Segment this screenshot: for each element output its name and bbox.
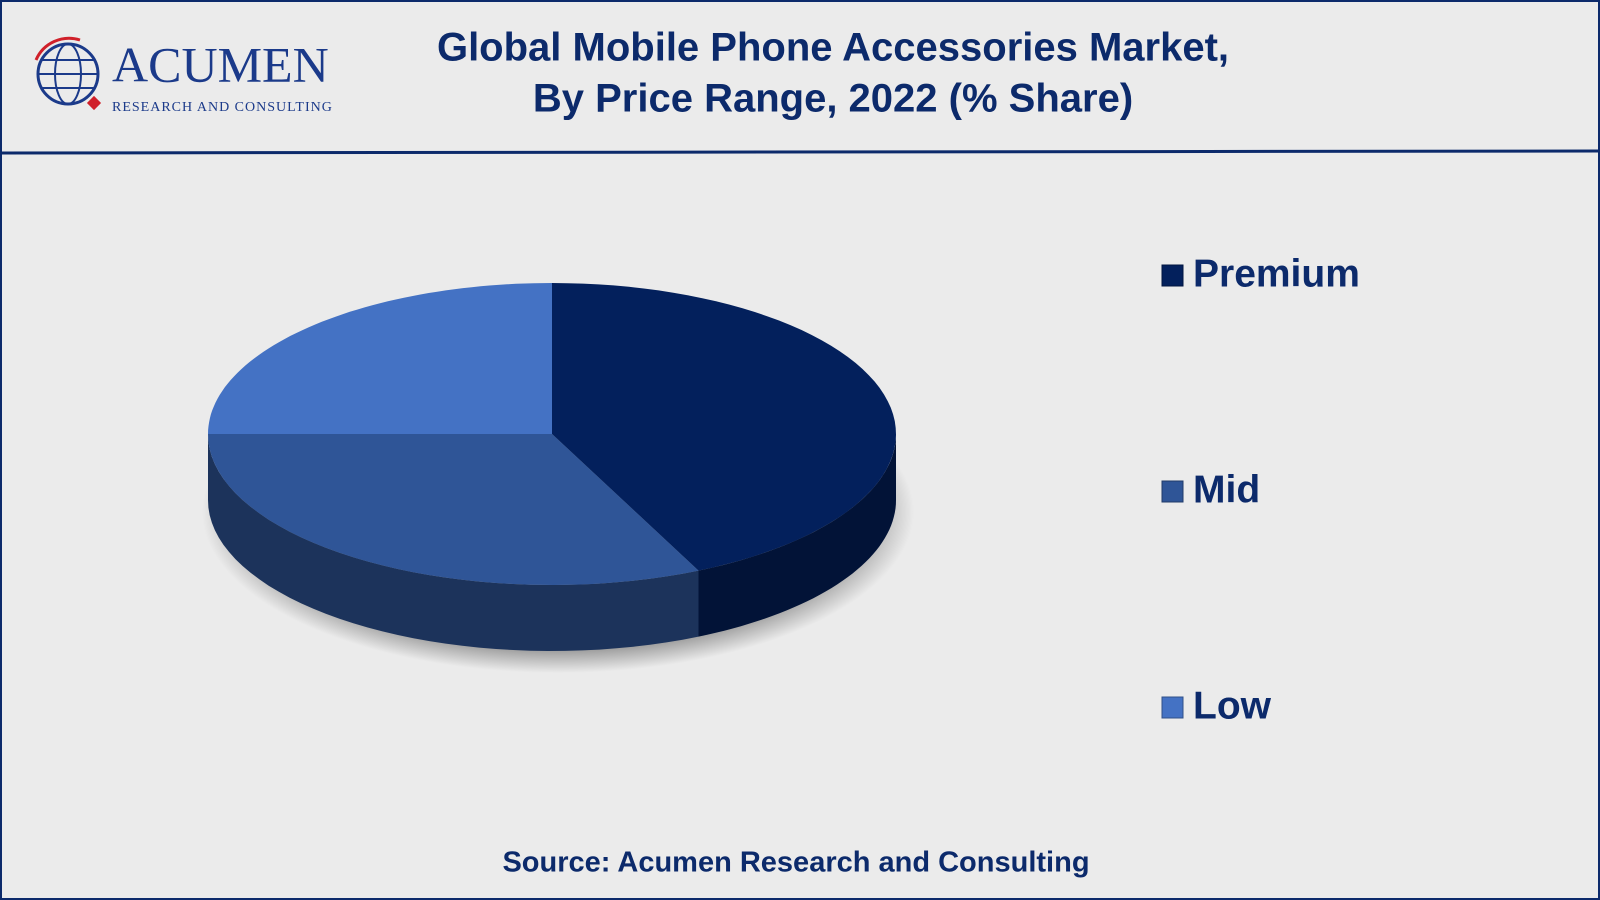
legend-swatch — [1161, 264, 1184, 287]
header-rule — [0, 149, 1600, 155]
legend-label: Premium — [1193, 252, 1360, 295]
legend-swatch — [1161, 480, 1184, 503]
slice — [208, 434, 699, 651]
slice — [552, 283, 896, 637]
slice-top — [208, 283, 552, 434]
legend-label: Mid — [1193, 468, 1260, 511]
chart-title: By Price Range, 2022 (% Share) — [533, 77, 1133, 121]
chart-title: Global Mobile Phone Accessories Market, — [437, 26, 1229, 70]
slice-side — [208, 434, 699, 651]
legend-label: Low — [1193, 684, 1272, 727]
logo-tagline: RESEARCH AND CONSULTING — [112, 100, 333, 115]
slice — [208, 283, 552, 434]
slice-side — [698, 434, 896, 637]
logo-arc — [34, 36, 81, 61]
legend-swatch — [1161, 696, 1184, 719]
slice-top — [552, 283, 896, 571]
logo-name: ACUMEN — [112, 36, 329, 92]
slice-top — [208, 434, 699, 585]
source: Source: Acumen Research and Consulting — [502, 847, 1089, 879]
